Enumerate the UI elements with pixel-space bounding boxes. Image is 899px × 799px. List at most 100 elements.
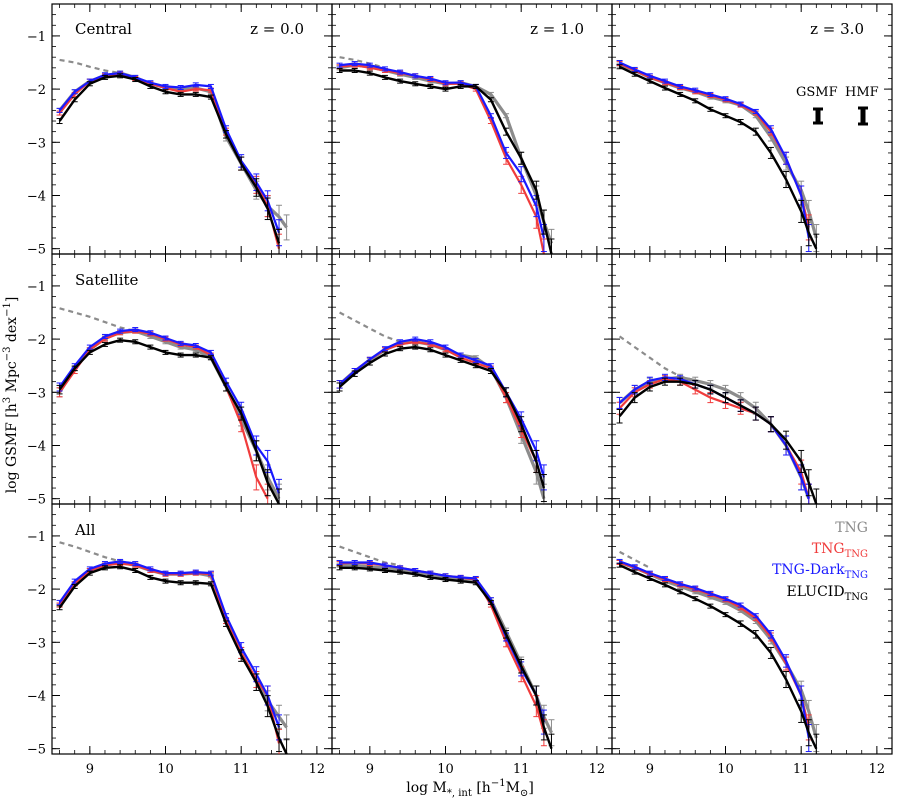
legend: TNG TNGTNG TNG-DarkTNG ELUCIDTNG <box>772 520 868 603</box>
panel-frame <box>51 3 333 255</box>
series-line-elucid <box>58 339 281 504</box>
x-tick-label: 9 <box>646 762 654 777</box>
dashed-extrapolation-line <box>339 311 401 343</box>
redshift-label-z1: z = 1.0 <box>530 20 584 38</box>
series-line-tng <box>619 63 818 239</box>
x-tick-label: 9 <box>366 762 374 777</box>
y-tick-label: −2 <box>27 583 46 598</box>
y-axis-title: log GSMF [h3 Mpc−3 dex−1] <box>2 297 20 494</box>
errorbar-key-hmf-bar <box>858 106 868 126</box>
dashed-extrapolation-line <box>59 307 136 333</box>
x-tick-label: 9 <box>86 762 94 777</box>
panel-frame <box>51 503 333 755</box>
y-tick-label: −3 <box>27 386 46 401</box>
panel-central-z10 <box>331 3 613 255</box>
dashed-extrapolation-line <box>339 545 401 567</box>
panel-data <box>616 335 820 504</box>
series-line-tng-tng <box>58 73 281 249</box>
y-tick-label: −5 <box>27 743 46 758</box>
legend-entry-elucid: ELUCIDTNG <box>787 584 868 603</box>
panel-data <box>616 550 820 754</box>
dashed-extrapolation-line <box>618 335 696 382</box>
x-tick-label: 10 <box>157 762 174 777</box>
series-line-tng-dark <box>619 560 810 739</box>
series-line-tng <box>58 560 288 729</box>
y-tick-label: −4 <box>27 689 46 704</box>
x-tick-label: 12 <box>309 762 326 777</box>
series-line-tng-tng <box>339 64 545 254</box>
x-tick-label: 11 <box>513 762 530 777</box>
panel-data <box>336 545 555 754</box>
panel-grid: −1 −2 −3 −4 −5 −1 −2 −3 −4 −5 9 10 11 12 −1 −2 −3 −4 −5 9 10… <box>27 3 893 777</box>
series-line-tng <box>339 563 553 734</box>
series-line-tng-tng <box>58 562 281 744</box>
dashed-extrapolation-line <box>59 58 121 75</box>
series-line-tng-dark <box>58 71 281 234</box>
legend-entry-tng: TNG <box>835 520 868 536</box>
panel-all-z10: 9 10 11 12 <box>331 503 613 777</box>
dashed-extrapolation-line <box>59 541 121 563</box>
series-line-tng <box>58 71 288 229</box>
series-line-tng-tng <box>58 330 269 500</box>
series-line-tng-dark <box>339 561 545 723</box>
panel-frame <box>331 3 613 255</box>
series-line-tng-dark <box>619 61 810 239</box>
y-tick-label: −5 <box>27 243 46 258</box>
series-line-elucid <box>58 565 288 754</box>
y-tick-label: −4 <box>27 439 46 454</box>
row-label-all: All <box>74 521 96 539</box>
panel-all-z00: 9 10 11 12 −1 −2 −3 −4 −5 <box>27 503 333 777</box>
panel-frame <box>51 253 333 505</box>
panel-data <box>56 307 283 504</box>
y-tick-label: −2 <box>27 333 46 348</box>
dashed-extrapolation-line <box>619 550 651 569</box>
panel-central-z30 <box>611 3 893 255</box>
panel-data <box>336 56 555 254</box>
series-line-elucid <box>339 69 553 254</box>
series-line-tng-tng <box>619 561 810 728</box>
panel-all-z30: 9 10 11 12 <box>611 503 893 777</box>
legend-entry-tng-dark: TNG-DarkTNG <box>772 562 868 581</box>
panel-satellite-z10 <box>331 253 613 505</box>
panel-data <box>336 311 547 504</box>
legend-entry-tng-tng: TNGTNG <box>812 541 868 560</box>
panel-data <box>56 541 290 754</box>
series-line-elucid <box>339 566 553 750</box>
row-label-central: Central <box>75 20 132 38</box>
panel-data <box>56 58 290 254</box>
x-tick-label: 10 <box>717 762 734 777</box>
redshift-label-z0: z = 0.0 <box>250 20 304 38</box>
errorbar-key-hmf-label: HMF <box>845 85 879 100</box>
errorbar-key-gsmf-bar <box>813 107 823 125</box>
panel-data <box>616 60 820 254</box>
y-tick-label: −1 <box>27 530 46 545</box>
row-label-satellite: Satellite <box>75 271 139 289</box>
panel-frame <box>611 503 893 755</box>
x-tick-label: 12 <box>869 762 886 777</box>
series-line-tng-dark <box>618 376 810 500</box>
panel-frame <box>331 503 613 755</box>
series-line-elucid <box>58 74 281 244</box>
y-tick-label: −3 <box>27 136 46 151</box>
errorbar-key-gsmf-label: GSMF <box>796 85 838 100</box>
x-tick-label: 10 <box>437 762 454 777</box>
panel-satellite-z30 <box>611 253 893 505</box>
series-line-tng-dark <box>58 560 281 728</box>
series-line-tng <box>58 329 281 500</box>
x-tick-label: 12 <box>589 762 606 777</box>
x-tick-label: 11 <box>233 762 250 777</box>
series-line-tng-dark <box>58 328 281 494</box>
series-line-tng-dark <box>339 62 545 239</box>
y-tick-label: −1 <box>27 30 46 45</box>
x-axis-title: log M*, int [h−1M⊙] <box>406 778 534 799</box>
y-tick-label: −3 <box>27 636 46 651</box>
redshift-label-z3: z = 3.0 <box>810 20 864 38</box>
panel-frame <box>331 253 613 505</box>
y-tick-label: −5 <box>27 493 46 508</box>
panel-satellite-z00: −1 −2 −3 −4 −5 <box>27 253 333 508</box>
dashed-extrapolation-line <box>339 56 386 69</box>
x-tick-label: 11 <box>793 762 810 777</box>
panel-central-z00: −1 −2 −3 −4 −5 <box>27 3 333 258</box>
y-tick-label: −1 <box>27 280 46 295</box>
